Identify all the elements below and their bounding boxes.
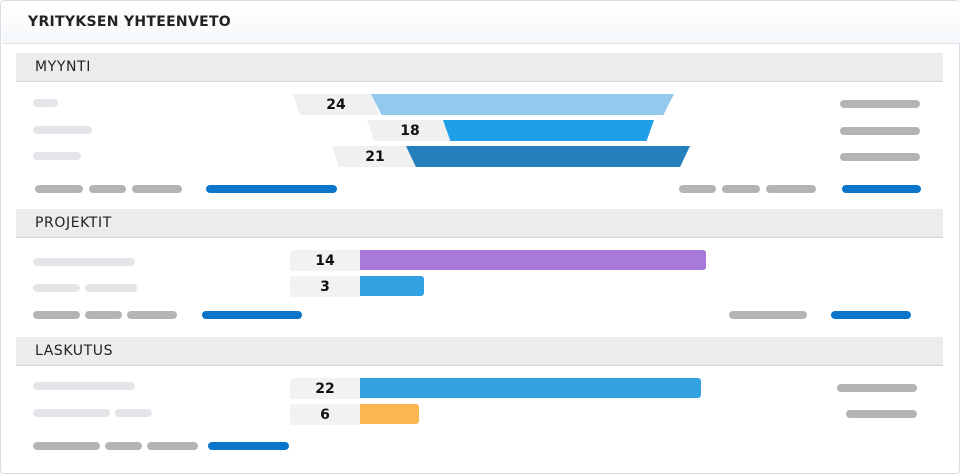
row-value-placeholder [846, 410, 917, 418]
section-title: PROJEKTIT [35, 215, 112, 231]
row-label-placeholder [33, 126, 92, 134]
footer-placeholder [679, 185, 716, 193]
row-label-placeholder [33, 409, 110, 417]
value-label: 14 [290, 250, 360, 271]
footer-link[interactable] [208, 442, 289, 450]
footer-placeholder [127, 311, 177, 319]
bar[interactable] [360, 250, 706, 270]
row-label-placeholder [33, 284, 80, 292]
footer-link[interactable] [206, 185, 337, 193]
row-label-placeholder [85, 284, 137, 292]
footer-placeholder [766, 185, 816, 193]
section-title: MYYNTI [35, 59, 91, 75]
funnel-bar[interactable] [443, 120, 654, 141]
value-label: 22 [290, 378, 360, 399]
funnel-bar[interactable] [371, 94, 674, 115]
row-label-placeholder [33, 99, 58, 107]
value-label: 24 [293, 94, 379, 115]
footer-link[interactable] [831, 311, 911, 319]
footer-placeholder [33, 311, 80, 319]
footer-placeholder [85, 311, 122, 319]
row-value-placeholder [837, 384, 917, 392]
section-header-projektit[interactable]: PROJEKTIT [16, 209, 943, 238]
footer-placeholder [105, 442, 142, 450]
value-label: 6 [290, 404, 360, 425]
row-label-placeholder [33, 152, 81, 160]
value-label: 3 [290, 276, 360, 297]
row-value-placeholder [840, 100, 920, 108]
section-title: LASKUTUS [35, 343, 114, 359]
app-title: YRITYKSEN YHTEENVETO [28, 14, 231, 30]
value-label: 18 [367, 120, 453, 141]
footer-placeholder [35, 185, 83, 193]
funnel-bar[interactable] [406, 146, 690, 167]
footer-placeholder [132, 185, 182, 193]
row-value-placeholder [840, 127, 920, 135]
row-label-placeholder [33, 258, 135, 266]
app-header: YRITYKSEN YHTEENVETO [2, 2, 960, 44]
footer-placeholder [147, 442, 198, 450]
row-label-placeholder [115, 409, 152, 417]
bar[interactable] [360, 378, 701, 398]
footer-link[interactable] [842, 185, 921, 193]
bar[interactable] [360, 404, 419, 424]
footer-link[interactable] [202, 311, 302, 319]
row-label-placeholder [33, 382, 135, 390]
section-header-laskutus[interactable]: LASKUTUS [16, 337, 943, 366]
row-value-placeholder [840, 153, 920, 161]
footer-placeholder [89, 185, 126, 193]
footer-placeholder [33, 442, 100, 450]
section-header-myynti[interactable]: MYYNTI [16, 53, 943, 82]
value-label: 21 [332, 146, 418, 167]
footer-placeholder [729, 311, 807, 319]
footer-placeholder [722, 185, 760, 193]
bar[interactable] [360, 276, 424, 296]
